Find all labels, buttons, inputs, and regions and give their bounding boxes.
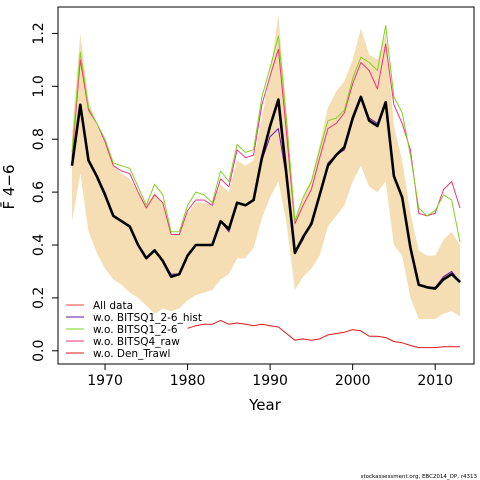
x-tick-label: 2000 (335, 373, 371, 389)
y-axis: 0.0 0.2 0.4 0.6 0.8 1.0 1.2 (31, 22, 58, 362)
legend-label: w.o. BITSQ1_2-6_hist (93, 312, 202, 324)
y-tick-label: 0.2 (31, 287, 47, 309)
x-tick-label: 1980 (170, 373, 206, 389)
confidence-band-layer (72, 14, 460, 320)
legend-label: w.o. Den_Trawl (93, 348, 170, 360)
y-tick-label: 1.2 (31, 22, 47, 44)
y-axis-label: F̄ 4−6 (0, 164, 18, 209)
y-tick-label: 0.0 (31, 340, 47, 362)
legend-label: w.o. BITSQ4_raw (93, 336, 180, 348)
plot-frame (57, 6, 475, 365)
series-lines-layer (70, 25, 461, 349)
footer-credit: stockassessment.org, EBC2014_DP, r4313 (361, 474, 478, 480)
y-tick-label: 0.6 (31, 181, 47, 203)
confidence-band (72, 14, 460, 320)
series-line-estimate (70, 95, 461, 290)
x-axis-label: Year (248, 396, 282, 414)
series-line-w-o-den-trawl (187, 319, 460, 349)
x-axis: 1970 1980 1990 2000 2010 (87, 364, 453, 389)
legend-label: w.o. BITSQ1_2-6 (93, 324, 178, 336)
y-tick-label: 0.4 (31, 234, 47, 256)
x-tick-label: 1990 (252, 373, 288, 389)
y-tick-label: 1.0 (31, 75, 47, 97)
x-tick-label: 2010 (417, 373, 453, 389)
legend-label: All data (93, 300, 133, 312)
y-tick-label: 0.8 (31, 128, 47, 150)
series-line-w-o-bitsq4-raw (71, 43, 461, 235)
x-tick-label: 1970 (87, 373, 123, 389)
series-line-w-o-bitsq1-2-6 (71, 25, 461, 243)
